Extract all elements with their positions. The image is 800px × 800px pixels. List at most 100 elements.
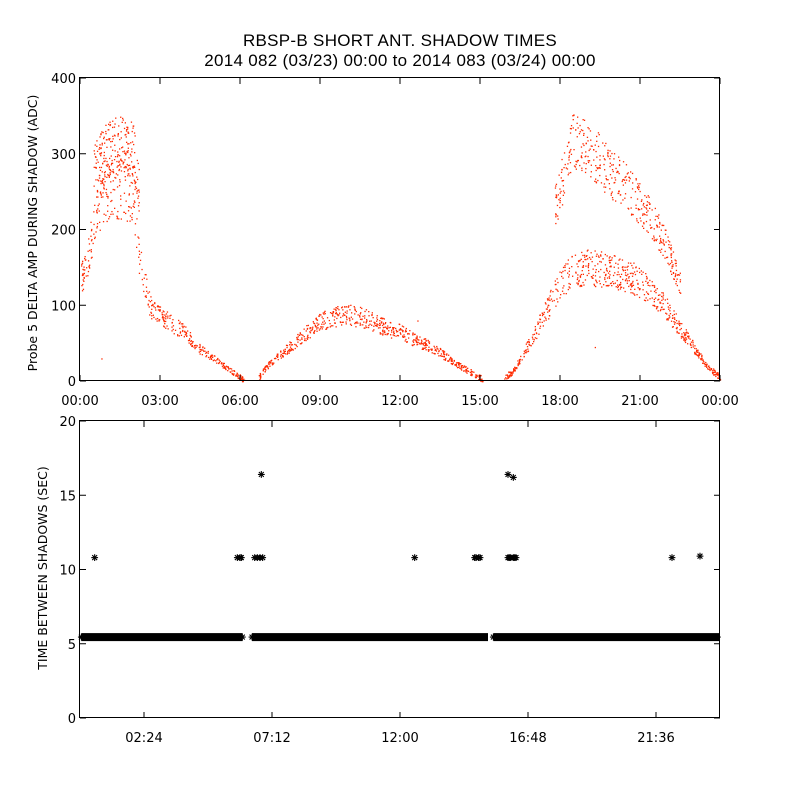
delta-amp-point — [171, 321, 173, 324]
shadow-interval-baseline-point — [248, 633, 256, 641]
delta-amp-point — [442, 355, 444, 357]
delta-amp-point — [568, 282, 570, 285]
delta-amp-upper-point — [93, 185, 95, 187]
delta-amp-point — [616, 274, 618, 276]
delta-amp-point — [259, 378, 262, 380]
delta-amp-point — [456, 367, 459, 369]
delta-amp-point — [517, 360, 519, 362]
delta-amp-upper-point — [639, 217, 641, 219]
delta-amp-point — [606, 277, 609, 279]
delta-amp-point — [400, 329, 402, 331]
delta-amp-point — [576, 282, 578, 284]
delta-amp-point — [555, 288, 557, 290]
delta-amp-point — [331, 312, 333, 315]
delta-amp-upper-point — [590, 139, 592, 141]
delta-amp-point — [223, 362, 225, 365]
shadow-interval-baseline-point — [458, 633, 466, 641]
delta-amp-upper-point — [581, 152, 583, 154]
delta-amp-point — [190, 335, 192, 337]
delta-amp-point — [646, 277, 648, 279]
shadow-interval-baseline-point — [559, 633, 567, 641]
delta-amp-point — [678, 322, 680, 324]
delta-amp-point — [565, 263, 567, 265]
delta-amp-point — [536, 337, 538, 340]
delta-amp-point — [683, 333, 686, 335]
delta-amp-upper-point — [587, 127, 589, 129]
delta-amp-upper-point — [575, 168, 577, 170]
delta-amp-point — [301, 342, 303, 344]
delta-amp-point — [525, 343, 527, 345]
delta-amp-upper-point — [122, 162, 124, 164]
delta-amp-point — [567, 288, 569, 291]
delta-amp-point — [689, 338, 691, 340]
delta-amp-point — [182, 327, 184, 329]
delta-amp-point — [207, 350, 209, 353]
delta-amp-point — [283, 352, 285, 354]
delta-amp-upper-point — [578, 133, 581, 135]
delta-amp-point — [539, 318, 542, 321]
delta-amp-point — [685, 332, 687, 334]
delta-amp-upper-point — [118, 160, 120, 162]
delta-amp-point — [507, 376, 509, 378]
delta-amp-upper-point — [600, 182, 603, 184]
delta-amp-point — [576, 263, 578, 265]
delta-amp-point — [117, 210, 119, 213]
delta-amp-point — [315, 318, 317, 320]
delta-amp-upper-point — [127, 128, 129, 130]
delta-amp-point — [320, 326, 323, 328]
delta-amp-point — [662, 294, 665, 296]
delta-amp-point — [405, 330, 407, 333]
delta-amp-point — [535, 332, 538, 334]
delta-amp-point — [167, 315, 169, 317]
delta-amp-upper-point — [569, 132, 572, 134]
delta-amp-point — [379, 333, 381, 335]
delta-amp-point — [556, 298, 558, 300]
delta-amp-point — [568, 270, 570, 272]
delta-amp-point — [282, 355, 284, 357]
delta-amp-point — [577, 266, 579, 268]
delta-amp-point — [103, 188, 105, 190]
delta-amp-upper-point — [564, 163, 566, 166]
delta-amp-upper-point — [611, 164, 613, 166]
delta-amp-upper-point — [599, 164, 601, 167]
delta-amp-point — [259, 375, 262, 377]
delta-amp-point — [141, 278, 143, 281]
delta-amp-upper-point — [119, 164, 121, 166]
delta-amp-point — [97, 208, 99, 210]
delta-amp-point — [718, 373, 720, 375]
delta-amp-point — [685, 329, 687, 331]
delta-amp-point — [545, 319, 547, 321]
delta-amp-point — [390, 337, 393, 339]
shadow-interval-baseline-point — [395, 633, 403, 641]
delta-amp-point — [547, 306, 549, 308]
delta-amp-point — [422, 348, 424, 350]
delta-amp-upper-point — [609, 174, 612, 176]
shadow-interval-baseline-point — [545, 633, 553, 641]
delta-amp-point — [338, 314, 340, 316]
delta-amp-upper-point — [94, 153, 96, 155]
delta-amp-point — [604, 278, 606, 281]
shadow-interval-baseline-point — [587, 633, 595, 641]
delta-amp-point — [417, 341, 419, 344]
delta-amp-point — [127, 170, 129, 172]
delta-amp-point — [654, 297, 657, 299]
delta-amp-point — [605, 269, 608, 271]
delta-amp-upper-point — [615, 200, 617, 202]
delta-amp-point — [164, 323, 166, 325]
delta-amp-point — [676, 332, 678, 334]
delta-amp-point — [151, 299, 153, 302]
delta-amp-upper-point — [598, 167, 601, 169]
delta-amp-point — [528, 343, 530, 346]
delta-amp-upper-point — [667, 240, 670, 242]
delta-amp-upper-point — [670, 244, 672, 246]
delta-amp-point — [653, 285, 656, 287]
delta-amp-point — [150, 311, 152, 313]
delta-amp-point — [362, 324, 364, 326]
delta-amp-point — [83, 277, 85, 279]
delta-amp-upper-point — [113, 126, 116, 128]
delta-amp-upper-point — [605, 186, 607, 188]
delta-amp-point — [283, 349, 285, 351]
delta-amp-upper-point — [131, 148, 133, 150]
delta-amp-point — [716, 373, 719, 376]
